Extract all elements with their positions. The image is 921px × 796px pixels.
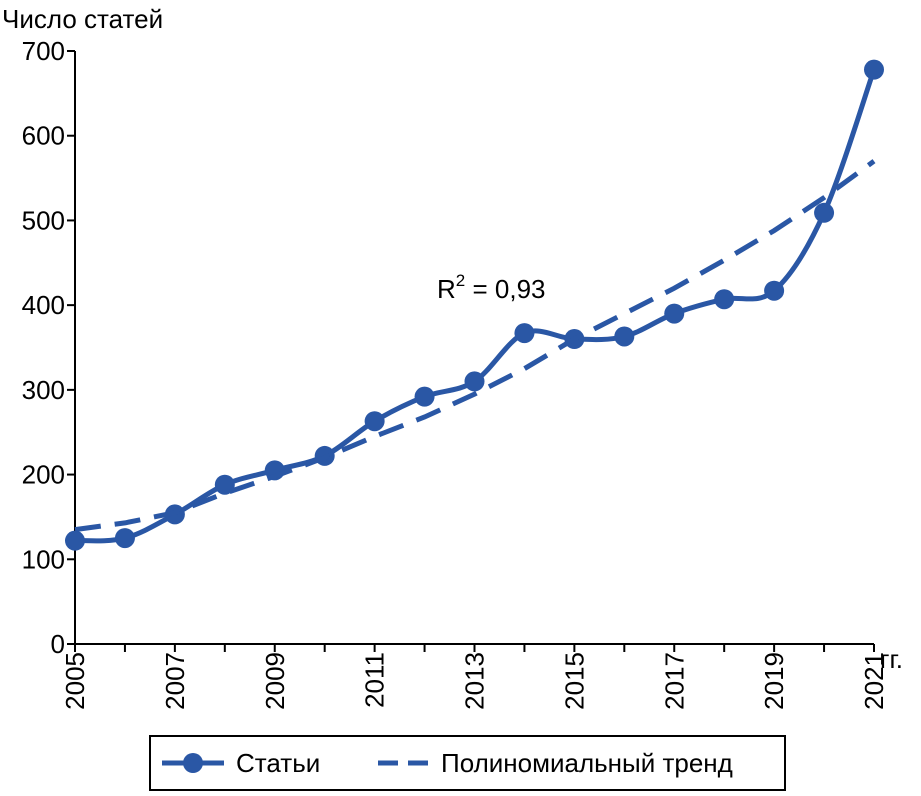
x-tick-label: 2011	[360, 652, 390, 708]
x-tick-label: 2009	[260, 652, 290, 710]
x-tick-label: 2019	[759, 652, 789, 710]
data-point	[364, 411, 385, 432]
x-tick-label: 2015	[559, 652, 589, 710]
legend-label-articles: Статьи	[236, 748, 320, 778]
data-point	[614, 326, 635, 347]
x-tick-label: 2005	[60, 652, 90, 710]
legend-swatch-marker	[183, 753, 203, 773]
data-point	[664, 303, 685, 324]
y-tick-label: 600	[22, 121, 65, 151]
plot-area	[65, 59, 884, 551]
y-tick-label: 500	[22, 205, 65, 235]
data-point	[764, 280, 785, 301]
y-axis-label: Число статей	[2, 4, 163, 34]
data-point	[114, 528, 135, 549]
data-point	[464, 371, 485, 392]
data-point	[814, 202, 835, 223]
y-tick-label: 200	[22, 460, 65, 490]
data-point	[514, 323, 535, 344]
x-tick-label: 2021	[859, 652, 889, 710]
series-line-articles	[74, 68, 877, 544]
y-tick-label: 700	[22, 36, 65, 66]
x-axis-unit: гг.	[880, 644, 903, 674]
x-axis: 2005 2007 2009 2011 2013 2015 2017 2019 2021	[60, 643, 889, 710]
legend-label-trend: Полиномиальный тренд	[441, 748, 733, 778]
data-point	[65, 530, 85, 551]
y-axis: 0 100 200 300 400 500 600 700	[22, 36, 76, 659]
y-tick-label: 100	[22, 544, 65, 574]
y-tick-label: 300	[22, 375, 65, 405]
r-squared-superscript: 2	[456, 271, 465, 290]
r-squared-value: = 0,93	[465, 274, 545, 304]
trend-line	[74, 159, 876, 533]
legend-box	[149, 735, 786, 791]
y-tick-label: 0	[51, 629, 65, 659]
x-tick-label: 2013	[460, 652, 490, 710]
legend: Статьи Полиномиальный тренд	[149, 735, 786, 791]
r-squared-annotation: R2 = 0,93	[437, 271, 545, 304]
r-squared-base: R	[437, 274, 456, 304]
data-point	[864, 59, 884, 80]
x-tick-label: 2007	[160, 652, 190, 710]
data-point	[714, 289, 735, 310]
x-tick-label: 2017	[659, 652, 689, 710]
data-point	[414, 386, 435, 407]
y-tick-label: 400	[22, 290, 65, 320]
